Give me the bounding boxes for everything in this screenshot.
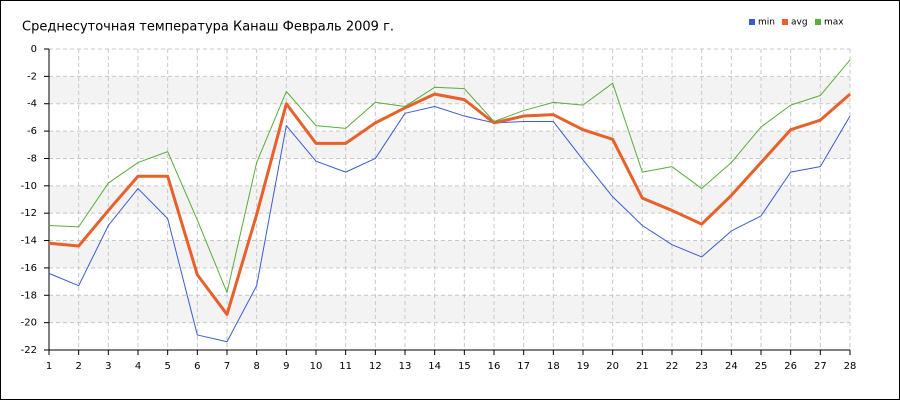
x-tick-label: 13 <box>399 361 412 372</box>
y-tick-label: -8 <box>27 153 37 164</box>
x-tick-label: 16 <box>488 361 501 372</box>
x-tick-label: 25 <box>755 361 768 372</box>
grid-band <box>49 76 850 104</box>
x-tick-label: 2 <box>75 361 81 372</box>
x-tick-label: 3 <box>105 361 111 372</box>
x-tick-label: 7 <box>224 361 230 372</box>
x-tick-label: 11 <box>339 361 352 372</box>
y-tick-label: -22 <box>21 345 37 356</box>
x-tick-label: 20 <box>606 361 619 372</box>
x-tick-label: 1 <box>46 361 52 372</box>
grid-band <box>49 295 850 323</box>
x-tick-label: 21 <box>636 361 649 372</box>
y-tick-label: -2 <box>27 71 37 82</box>
x-tick-label: 27 <box>814 361 827 372</box>
y-tick-label: -6 <box>27 126 37 137</box>
x-tick-label: 10 <box>310 361 323 372</box>
x-tick-label: 9 <box>283 361 289 372</box>
x-tick-label: 18 <box>547 361 560 372</box>
x-tick-label: 17 <box>517 361 530 372</box>
chart-title: Среднесуточная температура Канаш Февраль… <box>22 20 394 35</box>
x-tick-label: 4 <box>135 361 141 372</box>
grid-band <box>49 185 850 214</box>
y-tick-label: -14 <box>21 236 37 247</box>
y-tick-label: -20 <box>21 318 37 329</box>
y-tick-label: -4 <box>27 99 37 110</box>
series-line <box>48 105 851 343</box>
y-tick-label: -16 <box>21 263 37 274</box>
x-tick-label: 14 <box>428 361 441 372</box>
x-tick-label: 12 <box>369 361 382 372</box>
y-tick-label: -18 <box>21 290 37 301</box>
x-tick-label: 15 <box>458 361 471 372</box>
legend-label: min <box>758 18 775 28</box>
x-tick-label: 19 <box>577 361 590 372</box>
y-tick-label: -12 <box>21 208 37 219</box>
x-tick-label: 26 <box>784 361 797 372</box>
grid-band <box>49 131 850 159</box>
legend-swatch <box>749 19 755 25</box>
y-tick-label: 0 <box>31 44 37 55</box>
x-tick-label: 22 <box>666 361 679 372</box>
legend-label: avg <box>791 18 808 28</box>
series-line <box>48 92 851 316</box>
y-tick-label: -10 <box>21 181 37 192</box>
legend-label: max <box>824 18 844 28</box>
x-tick-label: 24 <box>725 361 738 372</box>
legend-swatch <box>782 19 788 25</box>
x-tick-label: 23 <box>695 361 708 372</box>
x-tick-label: 6 <box>194 361 200 372</box>
x-tick-label: 5 <box>164 361 170 372</box>
legend-swatch <box>815 19 821 25</box>
x-tick-label: 8 <box>253 361 259 372</box>
grid-band <box>49 240 850 268</box>
x-tick-label: 28 <box>844 361 857 372</box>
series-line <box>48 59 851 294</box>
